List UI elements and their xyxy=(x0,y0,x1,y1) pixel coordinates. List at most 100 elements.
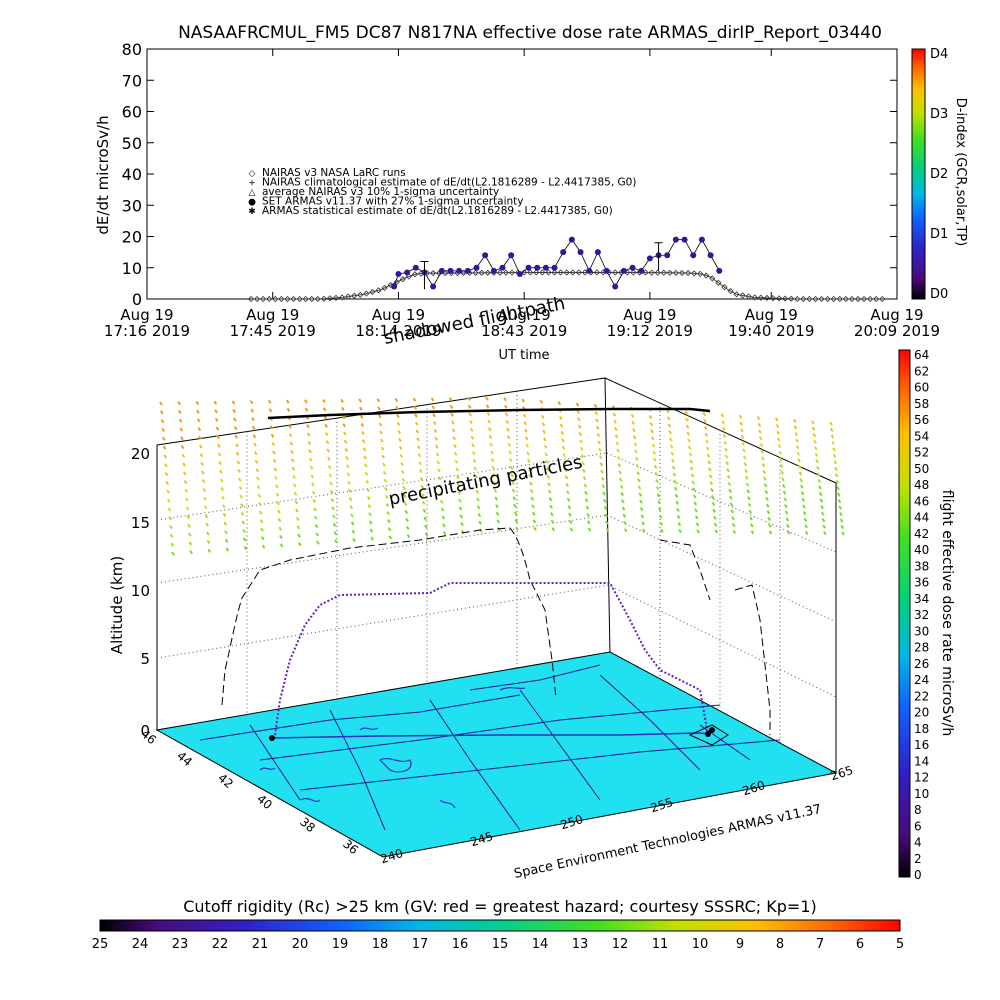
dose-tick xyxy=(398,437,402,443)
dose-tick xyxy=(839,512,843,517)
dose-tick xyxy=(383,478,388,483)
dose-tick xyxy=(274,475,278,480)
dose-tick xyxy=(423,516,427,521)
dose-tick xyxy=(617,463,622,468)
nairas-marker xyxy=(569,269,576,276)
x-axis-label: UT time xyxy=(499,348,550,363)
dose-tick xyxy=(703,418,707,424)
dose-tick xyxy=(507,442,512,447)
ground-track xyxy=(271,732,709,739)
legend-symbol: ◇ xyxy=(249,169,256,179)
state-border xyxy=(249,724,301,801)
dose-tick xyxy=(213,400,218,405)
nairas-marker xyxy=(508,269,516,276)
dose-tick xyxy=(545,467,550,472)
dose-tick xyxy=(526,451,530,456)
y-tick-label: 0 xyxy=(132,290,142,309)
dose-tick xyxy=(839,518,844,523)
legend-entry: ARMAS statistical estimate of dE/dt(L2.1… xyxy=(262,205,613,217)
dose-tick xyxy=(364,463,368,468)
dose-tick xyxy=(342,423,347,428)
dose-tick xyxy=(224,538,229,543)
dose-tick xyxy=(311,482,315,487)
dose-tick xyxy=(820,511,825,516)
dose-tick xyxy=(656,493,661,498)
rigidity-tick-label: 9 xyxy=(736,937,744,952)
dose-tick xyxy=(474,474,478,479)
nairas-marker xyxy=(879,295,886,303)
d-index-colorbar xyxy=(911,48,926,300)
dose-tick xyxy=(634,449,638,454)
dose-tick xyxy=(279,534,283,540)
dose-tick-label: 62 xyxy=(914,364,929,378)
dose-tick xyxy=(595,425,600,430)
dose-tick xyxy=(331,506,335,511)
dose-tick xyxy=(666,416,671,421)
x-tick-label: 18:14 2019 xyxy=(355,322,441,340)
dose-tick xyxy=(560,430,565,435)
dose-tick xyxy=(582,468,586,473)
dose-tick xyxy=(634,456,639,461)
dose-tick xyxy=(324,432,329,437)
dose-tick xyxy=(292,483,297,488)
dose-tick xyxy=(823,531,827,536)
airport-marker xyxy=(705,731,711,737)
dose-tick xyxy=(630,413,635,418)
state-border xyxy=(599,674,701,771)
nairas-marker xyxy=(339,294,346,301)
dose-tick xyxy=(271,442,276,447)
dose-tick xyxy=(653,464,658,469)
dose-tick xyxy=(288,424,292,429)
dose-tick xyxy=(329,481,333,486)
x-tick-label: Aug 19 xyxy=(372,306,425,324)
dose-tick xyxy=(714,529,719,534)
dose-tick xyxy=(261,544,266,549)
dose-tick xyxy=(237,477,242,482)
dose-tick xyxy=(514,518,519,524)
dose-tick xyxy=(403,493,407,499)
dose-tick xyxy=(203,505,208,510)
dose-tick xyxy=(747,502,752,508)
dose-tick xyxy=(742,448,746,453)
dose-tick xyxy=(251,417,255,422)
dose-tick xyxy=(394,397,399,403)
dose-tick xyxy=(820,505,824,510)
dose-tick xyxy=(327,456,331,461)
dose-tick-label: 44 xyxy=(914,511,929,525)
dose-tick xyxy=(440,507,445,512)
dose-tick xyxy=(767,516,771,522)
latitude-tick: 42 xyxy=(215,771,236,792)
nairas-marker xyxy=(830,295,837,303)
rigidity-tick-label: 22 xyxy=(212,937,229,952)
nairas-marker xyxy=(769,295,777,302)
dose-tick xyxy=(168,516,173,521)
nairas-marker xyxy=(260,295,267,303)
dose-tick xyxy=(558,416,563,421)
dose-tick xyxy=(395,405,399,411)
dose-rate-label: flight effective dose rate microSv/h xyxy=(939,490,955,736)
dose-tick xyxy=(325,440,330,445)
dose-tick-label: 8 xyxy=(914,803,922,817)
dose-tick xyxy=(638,492,643,497)
altitude-tick: 5 xyxy=(140,650,150,668)
dose-tick xyxy=(291,466,296,471)
chart-title: NASAAFRCMUL_FM5 DC87 N817NA effective do… xyxy=(178,23,882,43)
dose-tick xyxy=(781,484,786,489)
dose-tick-label: 52 xyxy=(914,446,929,460)
dose-tick xyxy=(215,426,220,431)
dose-tick xyxy=(813,439,817,444)
d-index-tick: D1 xyxy=(930,227,948,242)
nairas-marker xyxy=(393,279,400,286)
dose-tick xyxy=(256,476,260,481)
dose-tick xyxy=(694,508,698,513)
dose-tick xyxy=(639,499,643,504)
dose-tick xyxy=(776,430,780,435)
dose-tick xyxy=(277,518,282,523)
dose-tick xyxy=(201,479,206,484)
x-tick-label: 17:45 2019 xyxy=(230,322,316,340)
dose-tick xyxy=(476,505,481,510)
map-floor xyxy=(155,651,838,858)
dose-tick xyxy=(422,508,427,513)
armas-line xyxy=(393,238,720,288)
shadow-curtain-left xyxy=(221,527,557,706)
